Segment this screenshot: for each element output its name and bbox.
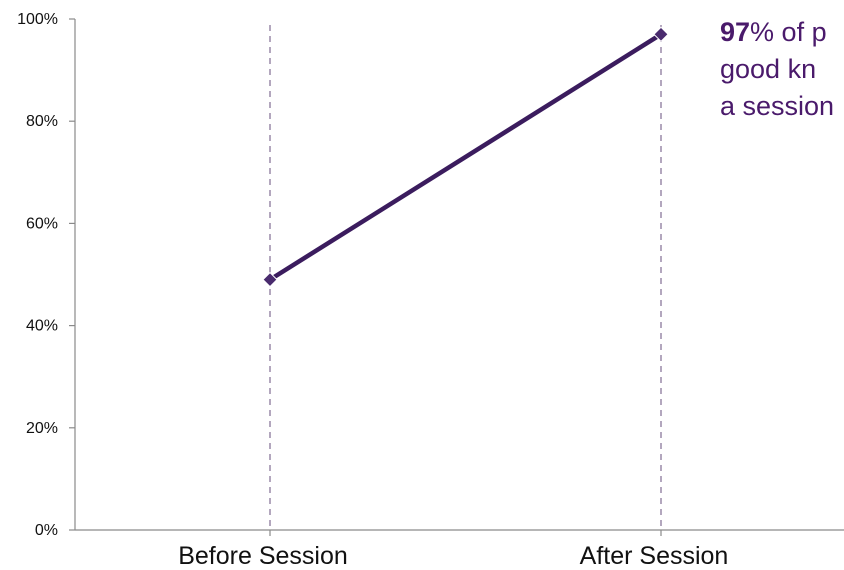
series-layer	[262, 26, 669, 288]
annotation-line-1: 97% of p	[720, 14, 844, 51]
guides-layer	[269, 25, 662, 530]
y-tick-label: 40%	[26, 318, 58, 335]
annotation-line-1-text: % of p	[750, 17, 827, 47]
y-tick-label: 0%	[35, 522, 58, 539]
x-category-label: After Session	[580, 542, 729, 570]
x-category-label: Before Session	[178, 542, 348, 570]
annotation-highlight-value: 97	[720, 17, 751, 47]
annotation-line-2: good kn	[720, 54, 817, 84]
y-tick-label: 20%	[26, 420, 58, 437]
y-tick-label: 80%	[26, 113, 58, 130]
labels-layer: 0% 20% 40% 60% 80% 100% Before Session After Se…	[17, 11, 728, 570]
data-point-marker	[653, 26, 669, 43]
axes-layer	[69, 18, 844, 536]
series-line	[267, 32, 664, 282]
chart-annotation: 97% of p good kn a session	[720, 14, 844, 125]
annotation-line-3: a session	[720, 91, 835, 121]
y-tick-label: 60%	[26, 215, 58, 232]
y-tick-label: 100%	[17, 11, 58, 28]
data-point-marker	[262, 271, 278, 288]
